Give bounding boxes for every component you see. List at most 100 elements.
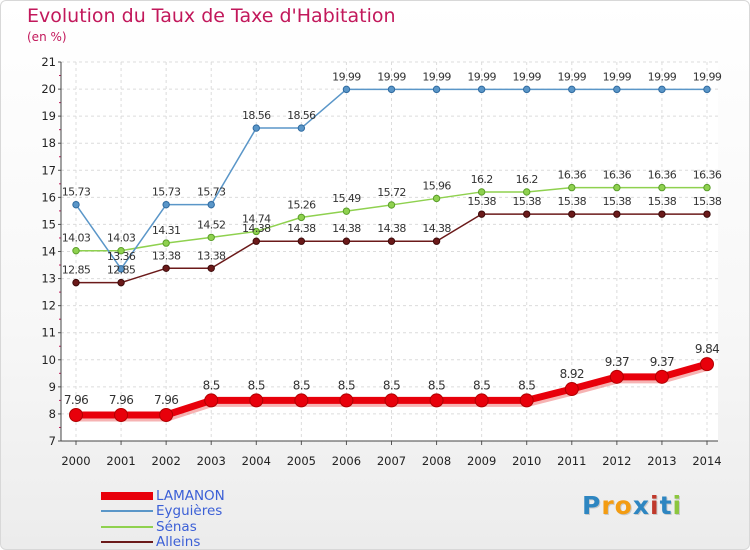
data-point xyxy=(519,393,534,408)
data-point xyxy=(432,237,441,245)
data-label: 19.99 xyxy=(558,70,587,83)
proxiti-logo: Proxiti xyxy=(582,491,682,520)
data-point xyxy=(384,393,399,408)
logo-letter: i xyxy=(650,491,660,520)
data-point xyxy=(207,264,215,272)
data-label: 18.56 xyxy=(242,109,271,122)
x-tick-label: 2011 xyxy=(557,454,586,468)
data-point xyxy=(654,369,669,384)
data-label: 14.74 xyxy=(242,212,271,225)
data-label: 14.38 xyxy=(377,222,406,235)
y-tick-label: 7 xyxy=(49,434,56,448)
chart-subtitle: (en %) xyxy=(27,30,67,44)
data-point xyxy=(252,124,260,132)
data-point xyxy=(207,233,215,242)
data-point xyxy=(523,85,531,94)
data-label: 7.96 xyxy=(109,393,133,407)
data-label: 12.85 xyxy=(107,264,136,277)
data-point xyxy=(252,237,260,245)
x-tick-label: 2007 xyxy=(377,454,406,468)
legend-swatch-senas xyxy=(101,525,153,528)
data-point xyxy=(474,393,489,408)
data-label: 14.38 xyxy=(287,222,316,235)
data-label: 19.99 xyxy=(603,70,632,83)
data-label: 16.36 xyxy=(693,169,722,182)
data-label: 8.5 xyxy=(203,378,220,392)
data-point xyxy=(477,210,486,218)
logo-letter: P xyxy=(582,491,602,520)
data-point xyxy=(72,246,80,255)
data-point xyxy=(294,393,309,408)
legend-item-eyguieres: Eyguières xyxy=(101,503,225,520)
data-label: 8.5 xyxy=(428,378,445,392)
data-label: 16.2 xyxy=(516,173,538,186)
data-point xyxy=(204,393,219,408)
legend-label-eyguieres: Eyguières xyxy=(156,503,223,520)
y-tick-label: 20 xyxy=(41,82,56,96)
data-point xyxy=(387,237,396,245)
data-point xyxy=(568,85,576,94)
data-label: 15.49 xyxy=(332,192,361,205)
x-tick-label: 2014 xyxy=(692,454,721,468)
chart-legend: LAMANON Eyguières Sénas Alleins xyxy=(101,488,225,550)
data-point xyxy=(703,183,711,192)
data-point xyxy=(207,200,215,209)
x-tick-label: 2012 xyxy=(602,454,631,468)
data-label: 14.38 xyxy=(332,222,361,235)
data-point xyxy=(432,194,441,203)
legend-item-senas: Sénas xyxy=(101,519,225,535)
y-tick-label: 8 xyxy=(49,407,56,421)
y-tick-label: 18 xyxy=(41,136,56,150)
data-point xyxy=(477,85,486,94)
data-point xyxy=(658,85,666,94)
legend-label-alleins: Alleins xyxy=(156,534,201,550)
data-label: 8.5 xyxy=(293,378,310,392)
legend-item-alleins: Alleins xyxy=(101,534,225,550)
data-label: 14.52 xyxy=(197,218,226,231)
data-point xyxy=(297,124,306,132)
data-label: 14.03 xyxy=(107,232,136,245)
data-label: 8.5 xyxy=(248,378,265,392)
data-point xyxy=(249,393,264,408)
y-tick-label: 12 xyxy=(41,299,56,313)
data-point xyxy=(297,213,306,222)
data-label: 15.73 xyxy=(62,186,91,199)
x-tick-label: 2009 xyxy=(467,454,496,468)
data-label: 19.99 xyxy=(467,70,496,83)
y-tick-label: 14 xyxy=(41,245,56,259)
x-tick-label: 2013 xyxy=(647,454,676,468)
y-tick-label: 21 xyxy=(41,55,56,69)
legend-item-lamanon: LAMANON xyxy=(101,488,225,504)
data-point xyxy=(342,85,351,94)
data-point xyxy=(477,188,486,196)
data-label: 9.37 xyxy=(605,355,629,369)
chart-title: Evolution du Taux de Taxe d'Habitation xyxy=(27,5,396,27)
data-point xyxy=(162,200,170,209)
data-label: 15.38 xyxy=(512,195,541,208)
data-point xyxy=(387,201,396,209)
logo-letter: x xyxy=(632,491,650,520)
data-label: 14.38 xyxy=(242,222,271,235)
x-tick-label: 2010 xyxy=(512,454,541,468)
x-tick-label: 2005 xyxy=(287,454,316,468)
data-point xyxy=(432,85,441,94)
data-label: 16.2 xyxy=(471,173,493,186)
data-label: 19.99 xyxy=(332,70,361,83)
data-point xyxy=(117,246,125,255)
data-label: 19.99 xyxy=(648,70,677,83)
data-label: 15.38 xyxy=(693,195,722,208)
data-label: 8.92 xyxy=(560,367,584,381)
data-label: 15.73 xyxy=(152,186,181,199)
y-tick-label: 11 xyxy=(41,326,56,340)
data-label: 7.96 xyxy=(154,393,178,407)
data-point xyxy=(613,210,621,218)
x-tick-label: 2008 xyxy=(422,454,451,468)
y-tick-label: 9 xyxy=(49,380,56,394)
data-point xyxy=(703,85,711,94)
legend-swatch-eyguieres xyxy=(101,510,153,513)
data-label: 8.5 xyxy=(383,378,400,392)
data-point xyxy=(564,382,579,397)
data-label: 16.36 xyxy=(648,169,677,182)
